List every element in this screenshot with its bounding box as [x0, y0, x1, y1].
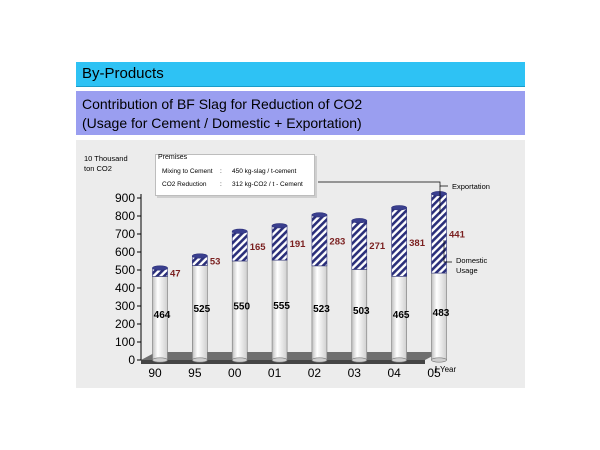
premise-value-2: 312 kg-CO2 / t - Cement: [232, 181, 303, 188]
x-tick-label-02: 02: [308, 366, 322, 380]
bar-exportation-03: [351, 220, 368, 270]
bar-top-03: [351, 218, 368, 224]
bar-top-04: [391, 205, 407, 211]
x-tick-label-00: 00: [228, 366, 242, 380]
bar-base-04: [391, 357, 407, 363]
bar-base-00: [231, 357, 248, 363]
bar-exportation-02: [311, 214, 328, 267]
y-tick-label-200: 200: [115, 317, 135, 331]
legend-domestic-line-2: Usage: [456, 266, 478, 275]
y-axis-unit-label: 10 Thousand ton CO2: [84, 154, 128, 174]
y-tick-label-700: 700: [115, 227, 135, 241]
data-label-exportation-02: 283: [329, 236, 345, 247]
bar-base-05: [431, 357, 447, 363]
data-label-exportation-05: 441: [449, 229, 466, 240]
unit-line-2: ton CO2: [84, 164, 112, 173]
bar-top-95: [192, 253, 208, 259]
y-tick-label-300: 300: [115, 299, 135, 313]
legend-exportation-leader: [318, 181, 448, 187]
y-tick-label-0: 0: [128, 353, 135, 367]
bar-top-90: [152, 265, 168, 271]
legend-domestic: Domestic Usage: [456, 256, 487, 276]
subtitle-line-2: (Usage for Cement / Domestic + Exportati…: [82, 115, 362, 131]
x-tick-label-90: 90: [148, 366, 162, 380]
bar-base-01: [271, 357, 288, 363]
bar-exportation-01: [271, 225, 288, 261]
legend-exportation: Exportation: [452, 182, 490, 192]
data-label-exportation-04: 381: [409, 238, 426, 249]
x-tick-label-95: 95: [188, 366, 202, 380]
bar-base-03: [351, 357, 368, 363]
y-tick-label-800: 800: [115, 209, 135, 223]
data-label-domestic-95: 525: [194, 304, 211, 315]
bar-top-01: [271, 223, 288, 229]
data-label-domestic-00: 550: [233, 302, 250, 313]
bar-base-02: [311, 357, 328, 363]
x-tick-label-04: 04: [387, 366, 401, 380]
y-tick-label-400: 400: [115, 281, 135, 295]
premise-sep-2: :: [220, 181, 222, 188]
section-title: By-Products: [82, 65, 164, 82]
data-label-domestic-01: 555: [273, 301, 290, 312]
bar-top-00: [231, 228, 248, 234]
data-label-exportation-01: 191: [290, 239, 307, 250]
bar-top-02: [311, 212, 328, 218]
premise-value-1: 450 kg-slag / t-cement: [232, 168, 297, 175]
bar-top-05: [431, 191, 447, 197]
premises-heading: Premises: [158, 154, 188, 161]
subtitle-line-1: Contribution of BF Slag for Reduction of…: [82, 96, 363, 112]
premise-sep-1: :: [220, 168, 222, 175]
data-label-domestic-03: 503: [353, 306, 370, 317]
data-label-exportation-00: 165: [250, 242, 267, 253]
data-label-exportation-03: 271: [369, 241, 386, 252]
legend-domestic-leader: [443, 240, 452, 263]
x-tick-label-03: 03: [348, 366, 362, 380]
bar-base-90: [152, 357, 168, 363]
unit-line-1: 10 Thousand: [84, 154, 128, 163]
y-tick-label-600: 600: [115, 245, 135, 259]
data-label-exportation-95: 53: [210, 257, 221, 268]
subtitle-bar: Contribution of BF Slag for Reduction of…: [76, 91, 525, 135]
legend-exportation-text: Exportation: [452, 182, 490, 191]
x-axis-label: Year: [440, 365, 457, 374]
section-header-bar: By-Products: [76, 62, 525, 87]
legend-domestic-line-1: Domestic: [456, 256, 488, 265]
x-tick-label-05: 05: [427, 366, 441, 380]
bar-base-95: [192, 357, 208, 363]
y-tick-label-100: 100: [115, 335, 135, 349]
premises-box: Premises Mixing to Cement : 450 kg-slag …: [155, 154, 315, 196]
bar-exportation-00: [231, 231, 248, 262]
premise-label-2: CO2 Reduction: [162, 181, 207, 188]
data-label-domestic-04: 465: [393, 310, 410, 321]
y-tick-label-900: 900: [115, 191, 135, 205]
y-tick-label-500: 500: [115, 263, 135, 277]
data-label-domestic-90: 464: [154, 310, 171, 321]
data-label-domestic-05: 483: [433, 308, 450, 319]
bar-exportation-04: [391, 207, 407, 277]
premise-label-1: Mixing to Cement: [162, 168, 213, 175]
data-label-domestic-02: 523: [313, 304, 330, 315]
x-tick-label-01: 01: [268, 366, 282, 380]
data-label-exportation-90: 47: [170, 268, 181, 279]
